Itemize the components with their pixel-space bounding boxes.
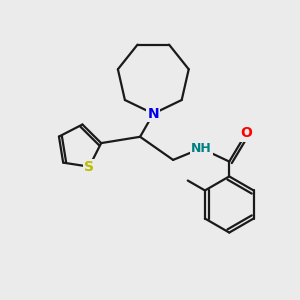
Text: S: S bbox=[84, 160, 94, 174]
Text: NH: NH bbox=[191, 142, 212, 155]
Text: O: O bbox=[240, 127, 252, 140]
Text: N: N bbox=[148, 107, 159, 121]
